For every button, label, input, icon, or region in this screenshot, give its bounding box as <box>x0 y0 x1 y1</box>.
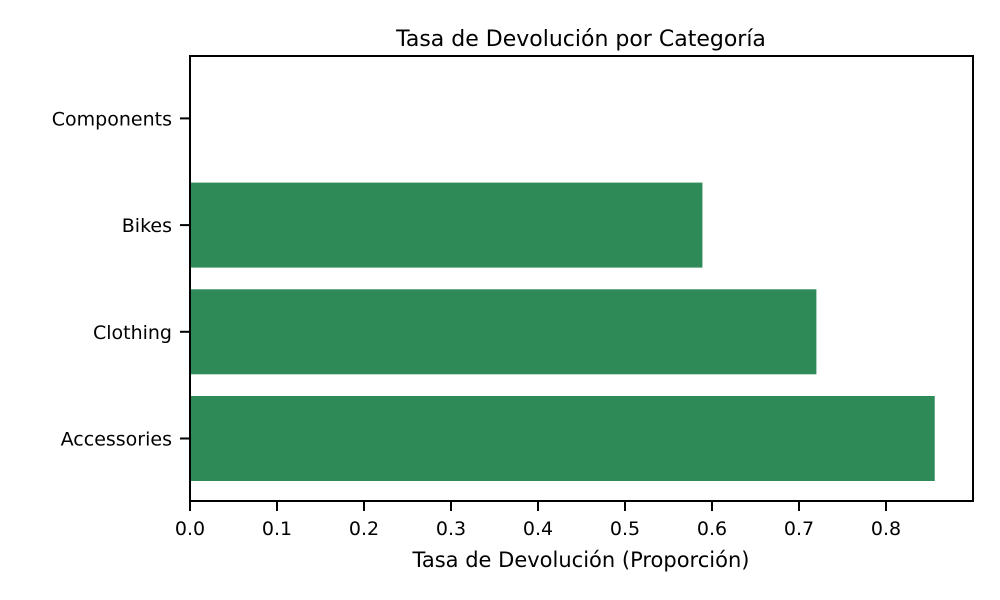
x-axis-ticks: 0.0 0.1 0.2 0.3 0.4 0.5 0.6 0.7 0.8 <box>175 501 901 540</box>
x-tick-label: 0.6 <box>697 518 727 540</box>
x-tick-label: 0.4 <box>523 518 553 540</box>
bar-bikes <box>190 182 703 268</box>
x-tick-label: 0.8 <box>871 518 901 540</box>
x-tick-label: 0.1 <box>262 518 292 540</box>
chart-title: Tasa de Devolución por Categoría <box>395 27 766 52</box>
x-axis-label: Tasa de Devolución (Proporción) <box>412 548 750 572</box>
plot-frame <box>189 55 974 502</box>
x-tick-label: 0.2 <box>349 518 379 540</box>
y-tick-label-clothing: Clothing <box>93 322 172 344</box>
x-tick-label: 0.7 <box>784 518 814 540</box>
y-tick-label-bikes: Bikes <box>122 215 172 237</box>
bar-accessories <box>190 396 935 481</box>
bars-group <box>190 182 935 481</box>
y-tick-label-components: Components <box>52 108 172 130</box>
y-tick-label-accessories: Accessories <box>61 429 172 451</box>
bar-clothing <box>190 289 817 375</box>
y-axis-ticks: Accessories Clothing Bikes Components <box>52 108 190 451</box>
x-tick-label: 0.3 <box>436 518 466 540</box>
x-tick-label: 0.5 <box>610 518 640 540</box>
x-tick-label: 0.0 <box>175 518 205 540</box>
